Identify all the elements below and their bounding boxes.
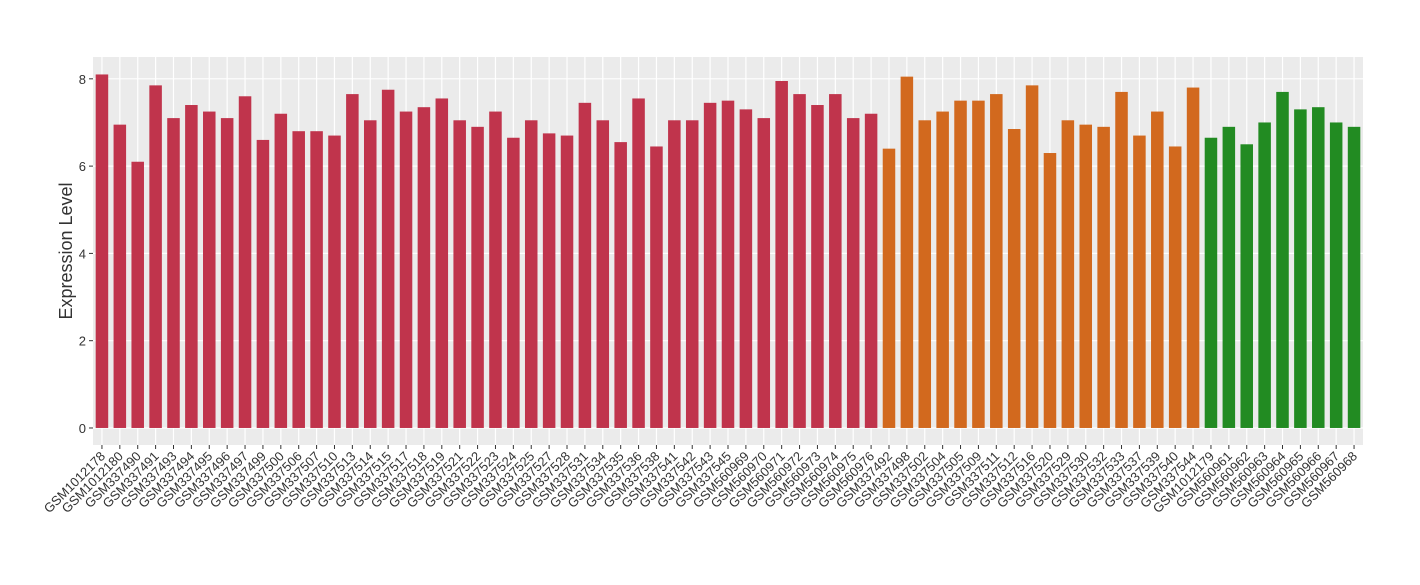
bar: [292, 131, 305, 428]
bar: [864, 113, 878, 428]
bar: [131, 161, 144, 428]
bar: [685, 120, 699, 428]
bar: [882, 148, 896, 428]
bar: [524, 120, 538, 428]
bar: [220, 118, 234, 428]
bar: [614, 142, 627, 428]
bar: [1204, 137, 1218, 428]
bar: [721, 100, 735, 428]
bar: [954, 100, 967, 428]
bar: [1043, 153, 1057, 428]
bar: [453, 120, 466, 428]
bar: [1222, 126, 1236, 428]
bar: [1151, 111, 1164, 428]
bar: [829, 94, 842, 428]
bar: [650, 146, 663, 428]
bar: [632, 98, 645, 428]
bar: [1347, 126, 1361, 428]
bar: [1133, 135, 1146, 428]
bar: [381, 89, 395, 428]
bar: [972, 100, 985, 428]
bar: [1258, 122, 1271, 428]
bar: [417, 107, 431, 428]
bar: [1007, 129, 1021, 428]
bar: [560, 135, 574, 428]
bar: [739, 109, 753, 428]
bar: [846, 118, 860, 428]
bar: [1168, 146, 1182, 428]
bar: [542, 133, 556, 428]
bar: [757, 118, 771, 428]
bar: [1186, 87, 1200, 428]
bar: [471, 126, 484, 428]
bar: [1329, 122, 1343, 428]
bar: [918, 120, 932, 428]
bar: [1025, 85, 1039, 428]
y-tick-label: 0: [79, 421, 86, 436]
bar: [1097, 126, 1110, 428]
bar: [346, 94, 359, 428]
bar: [1294, 109, 1307, 428]
y-tick-label: 8: [79, 72, 86, 87]
bar: [238, 96, 252, 428]
bar: [578, 102, 592, 428]
bar: [149, 85, 162, 428]
bar: [95, 74, 109, 428]
bar: [1115, 91, 1128, 428]
bar: [1079, 124, 1093, 428]
bar: [435, 98, 449, 428]
bar: [793, 94, 806, 428]
bar: [113, 124, 127, 428]
bar: [668, 120, 681, 428]
bar: [310, 131, 323, 428]
bar: [936, 111, 949, 428]
bar: [1061, 120, 1075, 428]
y-tick-label: 2: [79, 334, 86, 349]
bar: [990, 94, 1003, 428]
y-tick-label: 6: [79, 159, 86, 174]
y-axis-label: Expression Level: [56, 182, 76, 319]
bar: [328, 135, 341, 428]
bar: [489, 111, 502, 428]
bar: [900, 76, 914, 428]
bar: [167, 118, 180, 428]
bar: [507, 137, 520, 428]
bar: [1276, 91, 1289, 428]
bar: [363, 120, 377, 428]
bar: [775, 81, 788, 428]
bar: [1312, 107, 1325, 428]
bar: [274, 113, 288, 428]
bar: [203, 111, 216, 428]
bar: [399, 111, 413, 428]
bar: [1240, 144, 1253, 428]
bar: [185, 105, 198, 428]
bar: [596, 120, 610, 428]
bar: [811, 105, 824, 428]
bar: [256, 139, 270, 428]
bar: [703, 102, 717, 428]
y-tick-label: 4: [79, 246, 86, 261]
